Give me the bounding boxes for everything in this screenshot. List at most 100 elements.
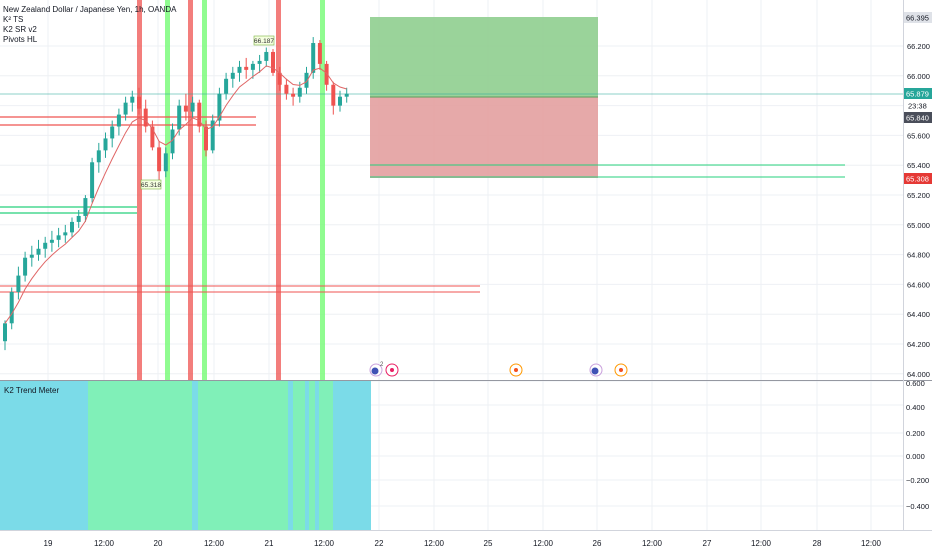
price-tick-label: 65.400 — [907, 161, 930, 170]
time-axis[interactable]: 19 12:00 20 12:00 21 12:00 22 12:00 25 12:00 26 12:… — [44, 539, 882, 548]
candle-body — [271, 51, 275, 73]
candle-body — [224, 78, 229, 94]
time-tick-label: 12:00 — [314, 539, 335, 548]
candle-body — [210, 120, 215, 151]
price-axis[interactable]: 66.20066.00065.80065.60065.40065.20065.0… — [907, 42, 930, 379]
trend-cyan-segment — [192, 381, 198, 530]
time-tick-label: 22 — [375, 539, 384, 548]
svg-text:65.308: 65.308 — [906, 175, 929, 184]
red-signal-bar — [137, 0, 142, 381]
green-signal-bar — [320, 0, 325, 381]
candle-body — [123, 102, 128, 115]
price-tick-label: 65.600 — [907, 131, 930, 140]
time-tick-label: 12:00 — [94, 539, 115, 548]
candle-body — [284, 84, 289, 94]
symbol-title[interactable]: New Zealand Dollar / Japanese Yen, 1h, O… — [3, 5, 177, 14]
long-position-tool[interactable] — [370, 17, 598, 178]
candle-body — [338, 96, 342, 106]
candle-body — [344, 93, 349, 97]
profit-zone — [370, 17, 598, 97]
price-tick-label: 64.800 — [907, 251, 930, 260]
trend-tick-label: 0.400 — [906, 403, 925, 412]
candle-body — [143, 108, 148, 127]
candle-body — [217, 93, 222, 121]
candle-body — [83, 198, 88, 216]
economic-events[interactable]: 2 — [369, 362, 628, 377]
trend-meter-title[interactable]: K2 Trend Meter — [4, 386, 60, 395]
candle-body — [49, 239, 54, 243]
time-tick-label: 27 — [703, 539, 712, 548]
time-tick-label: 25 — [484, 539, 493, 548]
candle-body — [230, 72, 235, 79]
time-tick-label: 12:00 — [642, 539, 663, 548]
candle-body — [170, 129, 175, 154]
candle-body — [257, 60, 262, 64]
indicator-label[interactable]: Pivots HL — [3, 35, 38, 44]
candle-body — [311, 43, 316, 73]
entry-price-badge: 65.840 — [904, 112, 932, 123]
candle-body — [36, 248, 41, 255]
time-tick-label: 28 — [813, 539, 822, 548]
candle-body — [110, 126, 115, 139]
time-tick-label: 12:00 — [861, 539, 882, 548]
time-tick-label: 26 — [593, 539, 602, 548]
indicator-label[interactable]: K² TS — [3, 15, 24, 24]
trend-green-segment — [88, 381, 192, 530]
candle-body — [324, 63, 329, 85]
candle-body — [177, 105, 182, 130]
candle-body — [63, 232, 68, 236]
candle-body — [76, 215, 81, 222]
candlestick-series — [3, 37, 349, 351]
svg-text:65.879: 65.879 — [906, 90, 929, 99]
stop-price-badge: 65.308 — [904, 173, 932, 184]
candle-body — [190, 102, 195, 112]
candle-body — [96, 150, 101, 163]
price-tick-label: 64.200 — [907, 340, 930, 349]
trend-tick-label: 0.000 — [906, 452, 925, 461]
candle-body — [277, 72, 282, 85]
price-tick-label: 64.400 — [907, 310, 930, 319]
trend-tick-label: −0.400 — [906, 502, 929, 511]
candle-body — [116, 114, 121, 127]
support-resistance-lines — [0, 93, 903, 293]
trend-tick-label: −0.200 — [906, 476, 929, 485]
target-price-badge: 66.395 — [904, 12, 932, 23]
trend-cyan-segment — [288, 381, 293, 530]
trend-cyan-segment — [305, 381, 309, 530]
trend-green-segment — [309, 381, 315, 530]
candle-body — [163, 153, 168, 172]
candle-body — [23, 257, 28, 276]
trend-cyan-segment — [333, 381, 371, 530]
green-signal-bar — [165, 0, 170, 381]
trend-tick-label: 0.600 — [906, 379, 925, 388]
indicator-label[interactable]: K2 SR v2 — [3, 25, 37, 34]
candle-body — [237, 66, 242, 73]
candle-body — [183, 105, 188, 112]
svg-text:2: 2 — [380, 362, 384, 368]
loss-zone — [370, 97, 598, 178]
svg-text:66.187: 66.187 — [254, 38, 274, 45]
trend-green-segment — [319, 381, 333, 530]
candle-body — [43, 242, 48, 249]
time-tick-label: 12:00 — [424, 539, 445, 548]
candle-body — [197, 102, 202, 127]
trend-tick-label: 0.200 — [906, 429, 925, 438]
candle-body — [9, 292, 14, 324]
candle-body — [130, 96, 135, 103]
signal-bars — [137, 0, 325, 381]
last-price-badge: 65.879 — [904, 88, 932, 99]
trend-meter-bars — [0, 381, 371, 530]
price-tick-label: 64.000 — [907, 370, 930, 379]
price-tick-label: 66.000 — [907, 72, 930, 81]
candle-body — [317, 43, 322, 64]
candle-body — [150, 126, 155, 148]
time-tick-label: 19 — [44, 539, 53, 548]
candle-body — [29, 254, 34, 258]
candle-body — [70, 221, 74, 233]
chart-legend: New Zealand Dollar / Japanese Yen, 1h, O… — [3, 5, 176, 45]
pivot-high-label: 66.187 — [253, 35, 274, 46]
svg-text:66.395: 66.395 — [906, 14, 929, 23]
svg-text:65.318: 65.318 — [141, 182, 161, 189]
candle-body — [264, 51, 269, 61]
